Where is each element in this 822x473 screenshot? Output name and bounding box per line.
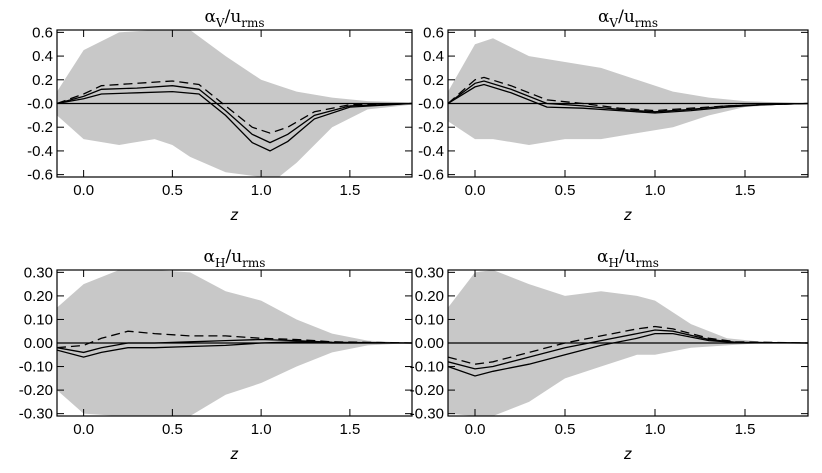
panel-top-right: 0.0 0.5 1.0 1.5 -0.6 -0.4 -0.2 -0.0 0.2 0.4 0.6 z αV… xyxy=(418,7,809,224)
panel-title-part: /u xyxy=(619,247,636,267)
y-tick-label: 0.00 xyxy=(415,335,444,352)
series-line-lower xyxy=(448,83,808,114)
panel-title-part: V xyxy=(608,16,618,30)
y-tick-label: -0.2 xyxy=(418,119,444,136)
panel-title-part: /u xyxy=(618,7,635,27)
y-tick-label: 0.20 xyxy=(24,288,53,305)
x-tick-label: 0.5 xyxy=(162,421,183,438)
y-tick-label: -0.10 xyxy=(19,359,53,376)
y-tick-label: -0.4 xyxy=(418,143,444,160)
y-tick-label: 0.6 xyxy=(423,24,444,41)
panel-title-part: /u xyxy=(225,7,242,27)
panel-title-part: rms xyxy=(242,256,265,270)
y-tick-label: 0.30 xyxy=(415,264,444,281)
series-line-mean xyxy=(448,80,808,113)
x-axis-title: z xyxy=(623,207,632,224)
panel-bottom-right: 0.0 0.5 1.0 1.5 -0.30 -0.20 -0.10 0.00 0.10 0.20 0… xyxy=(410,247,809,463)
panel-title: αH/urms xyxy=(597,247,659,270)
x-tick-label: 0.5 xyxy=(555,421,576,438)
panel-title-part: V xyxy=(215,16,225,30)
panel-title-part: rms xyxy=(635,16,658,30)
panel-title-part: α xyxy=(597,247,609,267)
series-line-mean xyxy=(57,338,412,354)
series-line-upper xyxy=(448,325,808,365)
y-tick-label: -0.0 xyxy=(418,96,444,113)
series-line-lower xyxy=(448,332,808,377)
x-tick-label: 0.0 xyxy=(465,421,486,438)
series-line-mean xyxy=(448,329,808,370)
panel-title-part: H xyxy=(609,256,619,270)
x-tick-label: 0.0 xyxy=(465,182,486,199)
y-tick-label: 0.2 xyxy=(32,72,53,89)
y-tick-label: 0.30 xyxy=(24,264,53,281)
series-line-lower xyxy=(57,341,412,358)
y-tick-label: 0.00 xyxy=(24,335,53,352)
panel-title-part: rms xyxy=(241,16,264,30)
x-axis-title: z xyxy=(230,446,239,463)
x-tick-label: 1.5 xyxy=(735,182,756,199)
panel-title-part: α xyxy=(598,7,610,27)
y-tick-label: -0.4 xyxy=(27,143,53,160)
y-tick-label: -0.30 xyxy=(410,406,444,423)
x-tick-label: 1.0 xyxy=(645,182,666,199)
y-tick-label: -0.30 xyxy=(19,406,53,423)
y-tick-label: 0.20 xyxy=(415,288,444,305)
x-tick-label: 0.5 xyxy=(162,182,183,199)
series-line-mean xyxy=(57,85,412,144)
x-tick-label: 0.0 xyxy=(73,421,94,438)
x-tick-label: 0.5 xyxy=(555,182,576,199)
y-tick-label: 0.4 xyxy=(423,48,444,65)
panel-title-part: α xyxy=(204,7,216,27)
panel-title: αV/urms xyxy=(598,7,658,30)
x-tick-label: 1.0 xyxy=(251,421,272,438)
series-line-upper xyxy=(57,80,412,134)
panel-bottom-left: 0.0 0.5 1.0 1.5 -0.30 -0.20 -0.10 0.00 0.10 0.20 0… xyxy=(19,247,413,463)
y-tick-label: -0.2 xyxy=(27,119,53,136)
x-tick-label: 1.5 xyxy=(735,421,756,438)
y-tick-label: -0.0 xyxy=(27,96,53,113)
y-tick-label: -0.20 xyxy=(19,382,53,399)
x-axis-title: z xyxy=(623,446,632,463)
y-tick-label: 0.6 xyxy=(32,24,53,41)
panel-title-part: H xyxy=(215,256,225,270)
x-tick-label: 0.0 xyxy=(73,182,94,199)
y-tick-label: 0.10 xyxy=(24,311,53,328)
x-tick-label: 1.5 xyxy=(339,182,360,199)
y-tick-label: -0.10 xyxy=(410,359,444,376)
panel-title: αV/urms xyxy=(204,7,264,30)
y-tick-label: 0.10 xyxy=(415,311,444,328)
x-tick-label: 1.0 xyxy=(645,421,666,438)
panel-title-part: α xyxy=(204,247,216,267)
panel-top-left: 0.0 0.5 1.0 1.5 -0.6 -0.4 -0.2 -0.0 0.2 0.4 0.6 z αV… xyxy=(27,7,413,224)
y-tick-label: 0.4 xyxy=(32,48,53,65)
y-tick-label: -0.6 xyxy=(418,167,444,184)
x-axis-title: z xyxy=(230,207,239,224)
panel-title: αH/urms xyxy=(204,247,266,270)
x-tick-label: 1.5 xyxy=(339,421,360,438)
x-tick-label: 1.0 xyxy=(251,182,272,199)
ensemble-band xyxy=(448,38,808,145)
series-line-upper xyxy=(57,330,412,349)
y-tick-label: -0.20 xyxy=(410,382,444,399)
y-tick-label: -0.6 xyxy=(27,167,53,184)
y-tick-label: 0.2 xyxy=(423,72,444,89)
panel-title-part: rms xyxy=(636,256,659,270)
series-line-lower xyxy=(57,90,412,152)
panel-title-part: /u xyxy=(225,247,242,267)
